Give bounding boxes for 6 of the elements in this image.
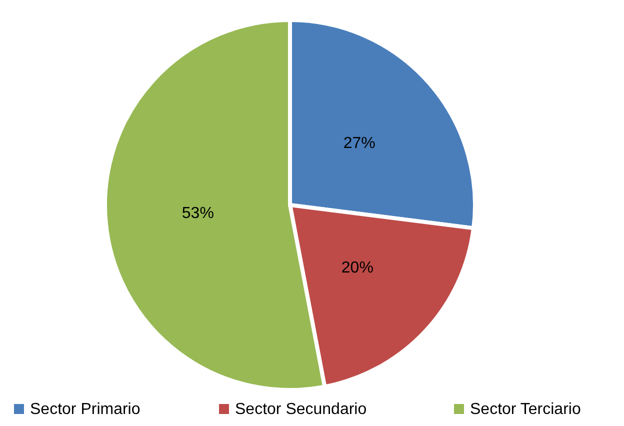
data-label: 27% xyxy=(343,135,376,152)
legend-label: Sector Terciario xyxy=(470,401,581,418)
legend-label: Sector Primario xyxy=(30,401,140,418)
data-label: 53% xyxy=(182,204,214,222)
data-label: 20% xyxy=(341,260,374,277)
legend-label: Sector Secundario xyxy=(235,401,367,418)
